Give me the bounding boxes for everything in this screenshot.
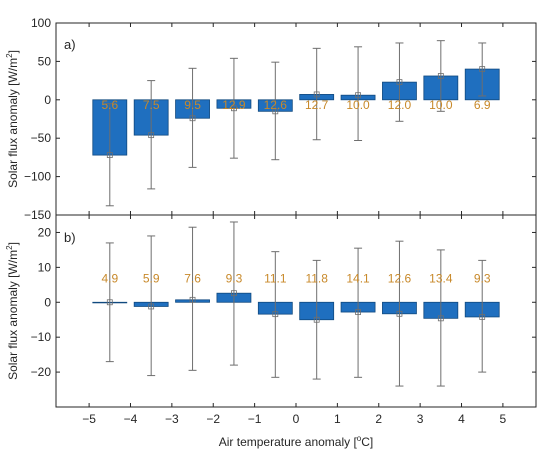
panel-a-label: a) [64,37,76,52]
panel-a-mean-marker [272,108,279,115]
panel-b-mean-marker [355,309,361,315]
panel-a-bar-label: 10.0 [429,98,453,112]
panel-b-ylabel-main: Solar flux anomaly [W/m [6,250,20,380]
x-tick-label: −3 [165,412,179,426]
panel-b-mean-marker [189,296,196,303]
panel-b-mean-marker [313,316,320,323]
x-tick-label: −2 [206,412,220,426]
panel-b-bar-label: 4.9 [101,272,118,286]
panel-b-label: b) [64,230,76,245]
panel-b-bar-label: 11.8 [305,272,328,286]
x-axis-label-sup: o [357,434,362,443]
panel-a-mean-marker [437,73,444,79]
panel-b-ylabel-sup: 2 [5,245,14,250]
panel-a-mean-marker [313,91,320,98]
panel-a-ylabel-sup: 2 [5,53,14,58]
panel-b-bar-label: 9.3 [226,272,243,286]
panel-a-bar-label: 12.9 [222,98,246,112]
panel-a-bar-label: 12.7 [305,98,329,112]
x-tick-label: 5 [500,412,507,426]
x-tick-label: −1 [248,412,262,426]
panel-b-ytick-label: 0 [44,295,51,309]
x-tick-label: 1 [334,412,341,426]
panel-b-bar-label: 13.4 [429,272,453,286]
panel-b-mean-marker [231,290,237,297]
x-tick-label: 0 [293,412,300,426]
panel-a-bar-label: 6.9 [474,98,491,112]
panel-a-ytick-label: 100 [31,16,51,30]
x-tick-label: −5 [82,412,96,426]
panel-b-ytick-label: −20 [31,365,52,379]
x-axis-label-end: C] [361,435,373,449]
x-axis-label-main: Air temperature anomaly [ [219,435,358,449]
panel-a-bar-label: 9.5 [184,98,201,112]
panel-b-mean-marker [106,299,113,306]
panel-a-bar-label: 5.6 [101,98,118,112]
panel-b-ytick-label: −10 [31,330,52,344]
x-tick-label: −4 [124,412,138,426]
x-tick-label: 3 [417,412,424,426]
panel-a-ytick-label: −100 [24,170,51,184]
panel-b-ylabel-end: ] [6,242,20,245]
panel-a-axes [55,22,537,216]
x-tick-label: 4 [458,412,465,426]
panel-a-ylabel-main: Solar flux anomaly [W/m [6,58,20,188]
panel-b-bar-label: 14.1 [346,272,370,286]
panel-a-ylabel-end: ] [6,50,20,53]
panel-b-ytick-label: 20 [38,225,52,239]
panel-a-ytick-label: −50 [31,131,52,145]
panel-a-mean-marker [355,92,361,99]
panel-b-bar-label: 11.1 [264,272,287,286]
panel-a-bar-label: 7.5 [143,98,160,112]
panel-b-mean-marker [272,311,279,318]
panel-b-bar-label: 12.6 [388,272,412,286]
panel-b-ytick-label: 10 [38,260,52,274]
panel-b-mean-marker [479,314,486,320]
panel-b-axes [55,214,537,408]
panel-a-mean-marker [148,132,155,139]
panel-b-bar-label: 5.9 [143,272,160,286]
panel-b-ylabel: Solar flux anomaly [W/m2] [5,242,20,380]
panel-a-mean-marker [106,152,113,158]
panel-a-mean-marker [189,115,196,122]
x-axis-label: Air temperature anomaly [oC] [219,434,374,449]
panel-b-bar-label: 9.3 [474,272,491,286]
panel-a-mean-marker [396,79,403,86]
panel-a-marks: −150 −100 −50 0 50 100 5.6 7.5 9.5 12.9 12.6 12.7 10… [24,16,536,222]
panel-a-ytick-label: −150 [24,208,51,222]
panel-a-bar-label: 12.6 [264,98,288,112]
panel-b-mean-marker [396,310,403,317]
panel-a-ytick-label: 50 [38,54,52,68]
panel-a-mean-marker [479,66,486,72]
panel-a-mean-marker [231,105,237,112]
panel-a-bar-label: 12.0 [388,98,412,112]
panel-a-bar-label: 10.0 [346,98,370,112]
panel-a-ylabel: Solar flux anomaly [W/m2] [5,50,20,188]
panel-b-mean-marker [437,315,444,322]
x-tick-label: 2 [375,412,382,426]
panel-b-bar-label: 7.6 [184,272,201,286]
panel-b-mean-marker [148,303,155,310]
panel-a-ytick-label: 0 [44,93,51,107]
